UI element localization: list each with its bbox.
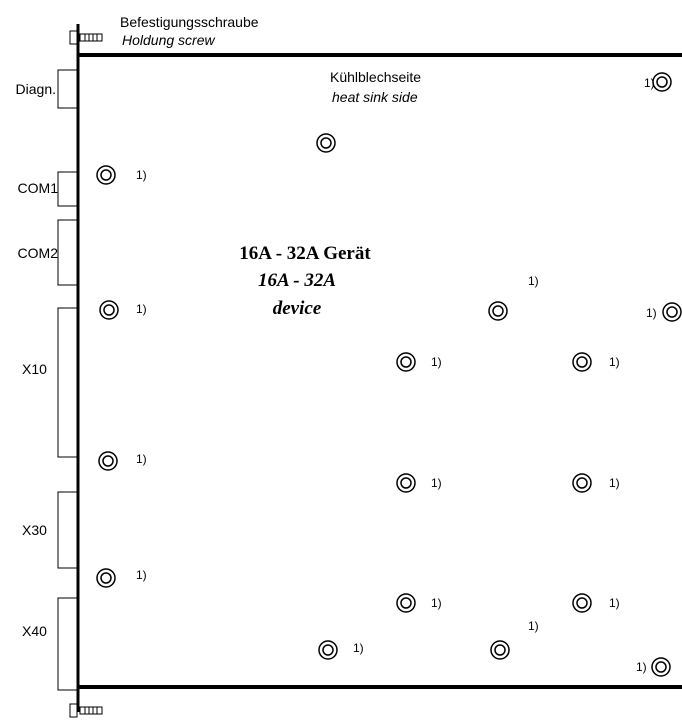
footnote-mark: 1) [528, 619, 539, 633]
footnote-mark: 1) [136, 452, 147, 466]
mounting-hole [396, 593, 416, 613]
mounting-hole [572, 593, 592, 613]
footnote-mark: 1) [609, 596, 620, 610]
connector-x40 [57, 597, 78, 691]
connector-x10 [57, 307, 78, 458]
connector-com1 [57, 171, 78, 207]
device-label-line2: 16A - 32A [258, 270, 336, 291]
footnote-mark: 1) [431, 596, 442, 610]
screw-label-de: Befestigungsschraube [120, 14, 259, 30]
footnote-mark: 1) [609, 476, 620, 490]
label-com1: COM1 [18, 180, 59, 196]
device-label-line3: device [273, 298, 322, 319]
footnote-mark: 1) [136, 168, 147, 182]
mounting-hole [396, 352, 416, 372]
label-x40: X40 [22, 623, 47, 639]
mounting-hole [96, 568, 116, 588]
mounting-hole [96, 165, 116, 185]
mounting-hole [99, 300, 119, 320]
label-diagn: Diagn. [16, 81, 56, 97]
mounting-hole [98, 451, 118, 471]
mounting-hole [652, 72, 672, 92]
footnote-mark: 1) [353, 641, 364, 655]
footnote-mark: 1) [609, 355, 620, 369]
holding-screw-top [69, 30, 103, 45]
label-x30: X30 [22, 522, 47, 538]
footnote-mark: 1) [644, 76, 655, 90]
label-com2: COM2 [18, 245, 59, 261]
connector-x30 [57, 491, 78, 569]
mounting-hole [318, 640, 338, 660]
mounting-hole [316, 133, 336, 153]
mounting-hole [488, 301, 508, 321]
connector-diagn [57, 69, 78, 109]
footnote-mark: 1) [431, 476, 442, 490]
mounting-hole [651, 657, 671, 677]
holding-screw-bottom [69, 703, 103, 718]
footnote-mark: 1) [136, 302, 147, 316]
footnote-mark: 1) [136, 568, 147, 582]
label-x10: X10 [22, 361, 47, 377]
mounting-hole [396, 473, 416, 493]
footnote-mark: 1) [431, 355, 442, 369]
heat-sink-label-en: heat sink side [332, 89, 418, 105]
footnote-mark: 1) [636, 660, 647, 674]
connector-com2 [57, 219, 78, 286]
heat-sink-label-de: Kühlblechseite [330, 69, 421, 85]
screw-label-en: Holdung screw [122, 32, 215, 48]
device-label-line1: 16A - 32A Gerät [239, 243, 371, 264]
footnote-mark: 1) [646, 306, 657, 320]
footnote-mark: 1) [528, 274, 539, 288]
mounting-hole [572, 473, 592, 493]
mounting-hole [490, 640, 510, 660]
mounting-hole [572, 352, 592, 372]
mounting-hole [662, 302, 682, 322]
